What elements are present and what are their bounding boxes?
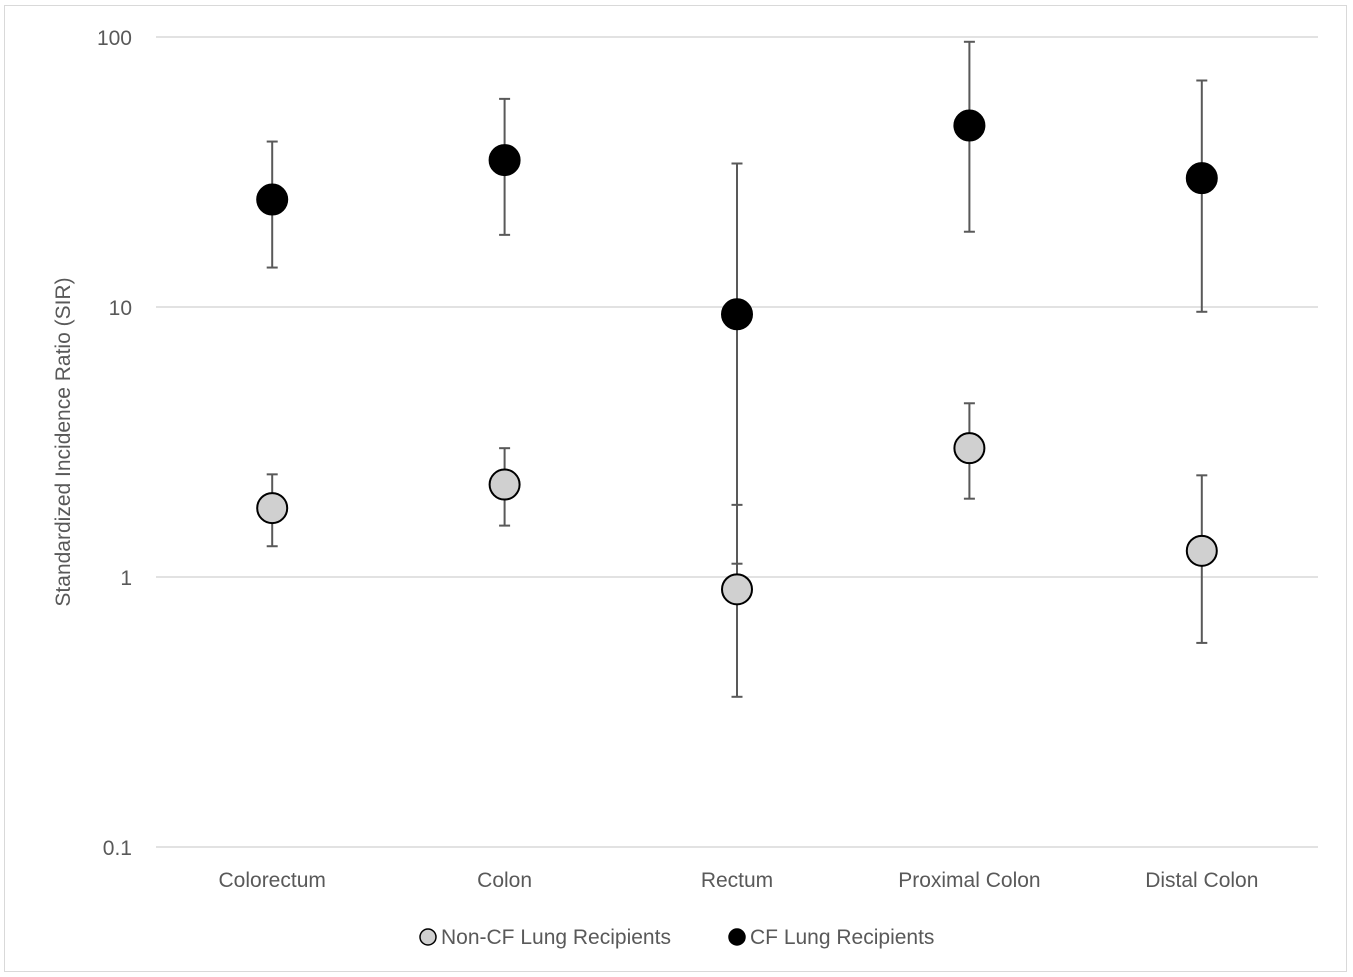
x-tick-label: Distal Colon [1145, 869, 1258, 892]
x-tick-label: Colon [477, 869, 532, 892]
x-tick-label: Colorectum [219, 869, 326, 892]
legend: Non-CF Lung Recipients CF Lung Recipients [419, 926, 934, 949]
legend-marker [419, 928, 437, 946]
non-cf-data-point [721, 573, 753, 606]
error-bar [1196, 79, 1208, 313]
legend-label: Non-CF Lung Recipients [441, 926, 671, 949]
cf-data-point [256, 183, 289, 216]
x-tick-label: Rectum [701, 869, 773, 892]
y-tick-label: 0.1 [103, 837, 132, 860]
non-cf-data-point [1185, 534, 1218, 567]
error-bars [266, 40, 1208, 698]
non-cf-data-point [256, 492, 289, 525]
cf-data-point [953, 109, 986, 142]
cf-data-point [1185, 162, 1218, 195]
x-tick-label: Proximal Colon [898, 869, 1040, 892]
chart-frame [4, 5, 1347, 972]
cf-data-point [488, 144, 521, 177]
legend-marker [728, 928, 746, 946]
y-tick-label: 10 [109, 297, 132, 320]
error-bar [731, 162, 743, 565]
y-tick-label: 1 [120, 567, 132, 590]
y-tick-labels: 100 10 1 0.1 [97, 27, 132, 860]
non-cf-data-point [488, 468, 521, 501]
non-cf-data-point [953, 432, 986, 465]
x-tick-labels: Colorectum Colon Rectum Proximal Colon Dista… [219, 869, 1259, 892]
y-axis-title: Standardized Incidence Ratio (SIR) [52, 277, 75, 606]
data-points [256, 109, 1218, 606]
cf-data-point [721, 298, 753, 331]
legend-label: CF Lung Recipients [750, 926, 934, 949]
y-tick-label: 100 [97, 27, 132, 50]
